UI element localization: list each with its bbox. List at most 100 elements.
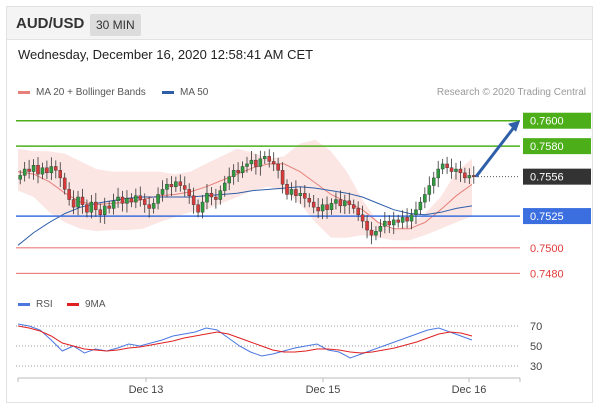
candle — [76, 196, 80, 208]
legend-ma9-label: 9MA — [85, 299, 106, 310]
pair-title: AUD/USD — [16, 15, 85, 32]
timeframe-badge[interactable]: 30 MIN — [90, 14, 141, 36]
candle — [267, 156, 271, 162]
candle — [218, 190, 223, 200]
candle — [427, 185, 432, 195]
candle — [316, 206, 320, 212]
candle — [271, 161, 276, 165]
candle — [378, 226, 383, 232]
candle — [400, 217, 405, 223]
level-label-0.7525: 0.7525 — [530, 211, 564, 223]
ma20-swatch — [18, 90, 30, 94]
candle — [409, 214, 414, 222]
candle — [360, 214, 365, 222]
legend-rsi-label: RSI — [36, 299, 53, 310]
legend-ma9: 9MA — [67, 299, 106, 310]
candle — [374, 231, 378, 236]
candle — [365, 220, 369, 231]
candle — [191, 195, 196, 205]
candle — [329, 203, 334, 210]
candle — [432, 177, 436, 186]
candle — [107, 205, 111, 209]
candle — [36, 165, 40, 175]
candle — [334, 199, 338, 204]
candle — [120, 196, 125, 204]
candle — [440, 163, 445, 170]
candle — [196, 204, 200, 213]
candle — [236, 170, 240, 174]
rsi-line — [17, 323, 473, 359]
rsi-tick-30: 30 — [530, 361, 542, 373]
candle — [116, 196, 120, 202]
candle — [18, 175, 22, 180]
candle — [280, 170, 285, 185]
candle — [285, 184, 289, 195]
candle — [463, 172, 467, 179]
candle — [231, 170, 236, 177]
candle — [276, 163, 280, 171]
candle — [223, 182, 227, 191]
candle — [298, 192, 303, 196]
candle — [383, 220, 387, 227]
projection-arrowhead — [508, 120, 520, 132]
candle — [80, 196, 85, 205]
candle — [102, 205, 107, 215]
level-label-0.7500: 0.7500 — [530, 243, 564, 255]
ma50-line — [17, 186, 473, 246]
candle — [62, 177, 67, 190]
level-label-0.7480: 0.7480 — [530, 268, 564, 280]
candle — [343, 200, 347, 207]
candle — [405, 217, 409, 222]
candle — [182, 185, 187, 190]
candle — [423, 194, 427, 203]
candle — [151, 203, 156, 209]
level-badge-0.7556 — [523, 168, 591, 185]
candle — [187, 189, 191, 196]
candle — [147, 204, 151, 209]
candle — [227, 176, 231, 184]
ma9-swatch — [67, 302, 79, 306]
candle — [85, 204, 89, 213]
candle — [209, 192, 214, 198]
candle — [125, 198, 129, 204]
x-tick-label: Dec 15 — [306, 384, 341, 396]
level-badge-0.7580 — [523, 138, 591, 155]
candle — [369, 229, 374, 236]
level-label-0.7556: 0.7556 — [530, 172, 564, 184]
level-label-0.7600: 0.7600 — [530, 116, 564, 128]
candle — [240, 166, 245, 174]
candle — [311, 201, 316, 208]
candle — [338, 199, 343, 207]
candle — [205, 192, 209, 203]
candle — [98, 209, 103, 215]
candle — [156, 194, 160, 204]
candle — [160, 189, 165, 195]
candle — [245, 163, 249, 167]
legend-rsi: RSI — [18, 299, 53, 310]
candle — [347, 200, 352, 205]
candle — [454, 168, 458, 172]
candle — [263, 156, 267, 160]
rsi-swatch — [18, 302, 30, 306]
candle — [445, 163, 449, 168]
bollinger-band — [18, 139, 472, 241]
legend-ma50: MA 50 — [162, 87, 208, 98]
projection-arrow — [474, 123, 518, 178]
candle — [27, 168, 31, 172]
candle — [387, 220, 392, 226]
candle — [467, 175, 472, 179]
candle — [303, 192, 307, 199]
level-badge-0.7525 — [523, 208, 591, 225]
candle — [31, 165, 36, 172]
rsi-tick-50: 50 — [530, 341, 542, 353]
candle — [396, 219, 400, 223]
legend-ma20: MA 20 + Bollinger Bands — [18, 87, 146, 98]
level-label-0.7580: 0.7580 — [530, 141, 564, 153]
legend-ma20-label: MA 20 + Bollinger Bands — [36, 87, 146, 98]
candle — [67, 189, 71, 200]
x-tick-label: Dec 13 — [129, 384, 164, 396]
candle — [54, 166, 58, 171]
chart-datetime: Wednesday, December 16, 2020 12:58:41 AM… — [18, 47, 314, 62]
rsi-ma9-line — [17, 325, 473, 354]
